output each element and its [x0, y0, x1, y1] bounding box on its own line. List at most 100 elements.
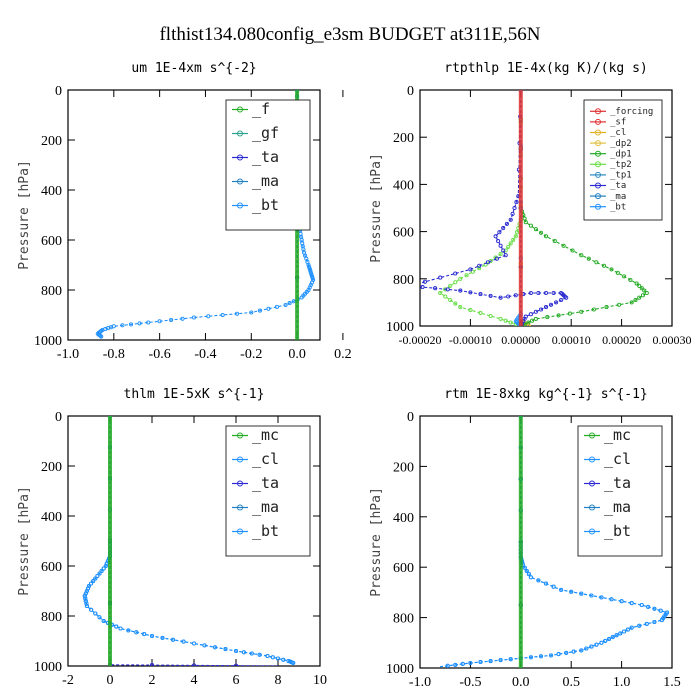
series-point [570, 248, 575, 253]
series-point [652, 619, 657, 625]
series-point [299, 295, 304, 300]
legend-label: _ma [610, 192, 626, 202]
series-point [422, 279, 428, 284]
series-point [510, 211, 515, 216]
series-point [266, 306, 271, 311]
series-point [477, 266, 482, 271]
series-point [160, 635, 165, 640]
series-point [640, 293, 646, 298]
series-line-tp2 [439, 90, 522, 326]
legend-marker [237, 504, 243, 511]
series-point [652, 606, 657, 611]
series-point [543, 305, 549, 310]
x-tick-label: -2 [62, 673, 74, 688]
series-point [97, 571, 102, 576]
legend-label: _gf [252, 124, 279, 142]
y-axis-label: Pressure [hPa] [17, 486, 32, 596]
series-point [637, 283, 642, 288]
series-point [528, 223, 533, 228]
legend-label: _bt [610, 202, 626, 212]
legend-label: _ta [610, 181, 626, 191]
series-point [528, 575, 533, 580]
plot-frame [419, 89, 673, 327]
legend-marker [595, 193, 601, 200]
y-tick-label: 1000 [386, 320, 414, 335]
series-point [637, 295, 642, 300]
series-point [464, 273, 469, 278]
legend-label: _dp2 [610, 139, 632, 149]
series-point [84, 603, 89, 609]
series-point [599, 595, 604, 600]
series-point [609, 597, 614, 602]
series-point [126, 628, 131, 633]
series-point [494, 256, 499, 261]
series-point [309, 272, 314, 277]
x-tick-label: 0.00000 [501, 333, 540, 347]
chart-panel-1: um 1E-4xm s^{-2} Pressure [hPa] 0 200 400 600… [17, 61, 352, 362]
x-tick-label: 6 [233, 673, 240, 688]
y-tick-label: 0 [55, 410, 62, 425]
series-point [548, 302, 554, 307]
series-point [308, 270, 313, 275]
legend-label: _bt [252, 522, 279, 540]
series-point [559, 587, 564, 592]
series-point [543, 234, 549, 239]
series-point [448, 283, 453, 288]
x-tick-label: 1.5 [663, 675, 681, 690]
series-point [498, 658, 503, 663]
series-point [508, 657, 513, 662]
series-point [233, 648, 239, 654]
series-point [453, 271, 458, 276]
series-point [99, 334, 104, 339]
series-point [589, 644, 594, 649]
legend-marker [595, 140, 601, 147]
y-tick-label: 1000 [34, 660, 62, 675]
series-point [506, 244, 511, 249]
series-point [307, 264, 312, 269]
legend-label: _sf [610, 118, 626, 128]
series-point [503, 248, 508, 253]
series-point [309, 274, 315, 279]
series-point [619, 599, 624, 604]
plot-frame [419, 415, 673, 669]
legend-marker [595, 108, 601, 115]
series-point [554, 300, 559, 305]
series-point [191, 663, 197, 666]
series-point [639, 602, 644, 608]
legend: _f _gf _ta _ma _bt [225, 99, 311, 231]
series-point [618, 631, 623, 636]
legend-label: _tp2 [610, 160, 632, 170]
series-point [606, 636, 612, 642]
x-tick-label: 0 [107, 673, 114, 688]
legend-marker [237, 528, 243, 535]
x-tick-label: -1.0 [57, 347, 79, 362]
series-point [142, 632, 147, 637]
series-point [458, 276, 463, 281]
series-point [283, 302, 288, 308]
series-point [291, 660, 296, 665]
series-point [445, 287, 450, 292]
x-tick-label: -0.4 [194, 347, 216, 362]
series-point [617, 302, 622, 307]
series-point [536, 290, 541, 296]
x-tick-label: 8 [275, 673, 282, 688]
series-point [564, 650, 569, 655]
series-point [270, 655, 275, 660]
series-point [538, 230, 544, 235]
series-point [206, 314, 211, 319]
legend-label: _ma [252, 498, 279, 516]
series-point [275, 656, 281, 661]
series-point [528, 290, 533, 296]
series-point [234, 311, 240, 316]
x-tick-label: 10 [313, 673, 327, 688]
series-point [89, 607, 94, 612]
y-tick-label: 1000 [34, 334, 62, 349]
x-tick-label: 0.00020 [602, 333, 641, 347]
series-point [545, 315, 550, 320]
series-point [488, 659, 493, 664]
legend-marker [237, 432, 243, 439]
series-point [137, 321, 142, 326]
x-tick-label: 0.2 [334, 347, 352, 362]
legend-marker [589, 432, 595, 439]
